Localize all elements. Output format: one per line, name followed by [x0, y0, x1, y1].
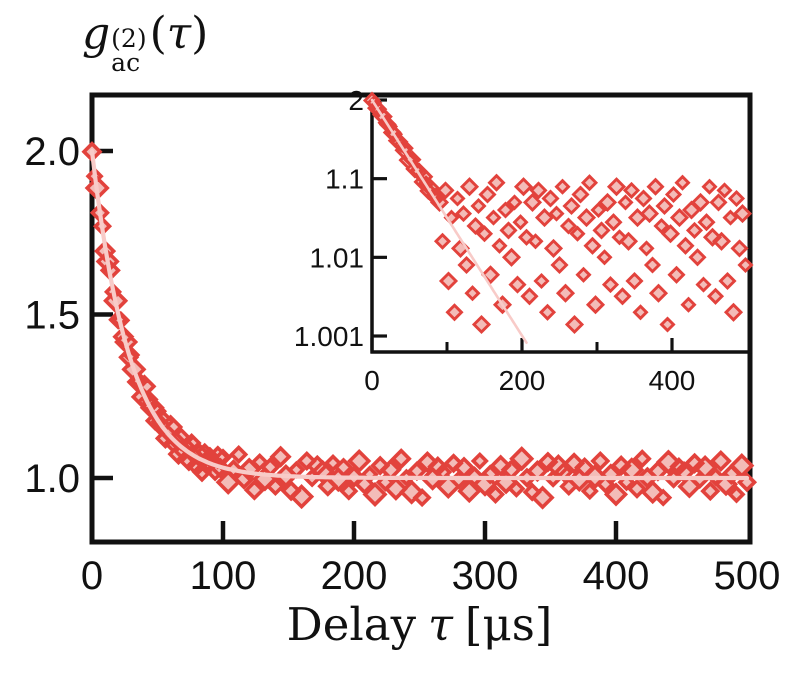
inset-y-tick-label: 1.1 — [325, 164, 364, 195]
title-g-symbol: g — [82, 8, 111, 59]
inset-y-tick-label: 1.001 — [294, 321, 364, 352]
x-tick-label: 0 — [81, 554, 103, 598]
y-tick-label: 1.5 — [24, 294, 80, 338]
title-superscript-subscript: (2) ac — [111, 24, 147, 77]
title-argument: (τ) — [150, 8, 209, 59]
y-tick-label: 1.0 — [24, 457, 80, 501]
main-axes-frame — [89, 92, 753, 545]
inset-axis-ticks — [370, 98, 674, 351]
inset-fit-curve — [370, 98, 528, 344]
main-fit-curve — [89, 148, 750, 481]
y-tick-label: 2.0 — [24, 130, 80, 174]
x-tick-label: 400 — [583, 554, 650, 598]
x-tick-label: 300 — [452, 554, 519, 598]
x-tick-label: 500 — [714, 554, 781, 598]
inset-data-series — [362, 91, 754, 335]
inset-y-tick-label: 1.01 — [310, 242, 365, 273]
main-plot-border — [89, 92, 753, 545]
x-axis-label: Delay τ [μs] — [92, 598, 747, 651]
inset-y-tick-label: 2 — [348, 85, 364, 116]
inset-data-point-markers — [362, 91, 754, 335]
inset-x-tick-label: 0 — [364, 365, 380, 396]
data-point-markers — [81, 141, 758, 510]
y-axis-title: g (2) ac (τ) — [82, 8, 209, 77]
x-axis-label-text: Delay — [286, 598, 416, 651]
title-subscript: ac — [111, 48, 141, 77]
inset-x-tick-label: 400 — [649, 365, 696, 396]
x-axis-label-tau: τ — [428, 598, 453, 651]
title-superscript: (2) — [111, 24, 147, 53]
inset-x-tick-label: 200 — [499, 365, 546, 396]
main-data-series — [81, 141, 758, 510]
x-axis-label-unit: [μs] — [464, 598, 553, 651]
title-paren-close: ) — [191, 8, 209, 59]
x-tick-label: 200 — [321, 554, 388, 598]
main-tick-labels: 2.01.51.00 100 200 300 400 500 — [24, 130, 780, 598]
title-tau-symbol: τ — [166, 8, 192, 59]
title-paren-open: ( — [149, 8, 167, 59]
inset-axes — [370, 95, 752, 354]
x-tick-label: 100 — [190, 554, 257, 598]
fit-line — [89, 148, 750, 481]
inset-fit-line — [370, 98, 528, 344]
